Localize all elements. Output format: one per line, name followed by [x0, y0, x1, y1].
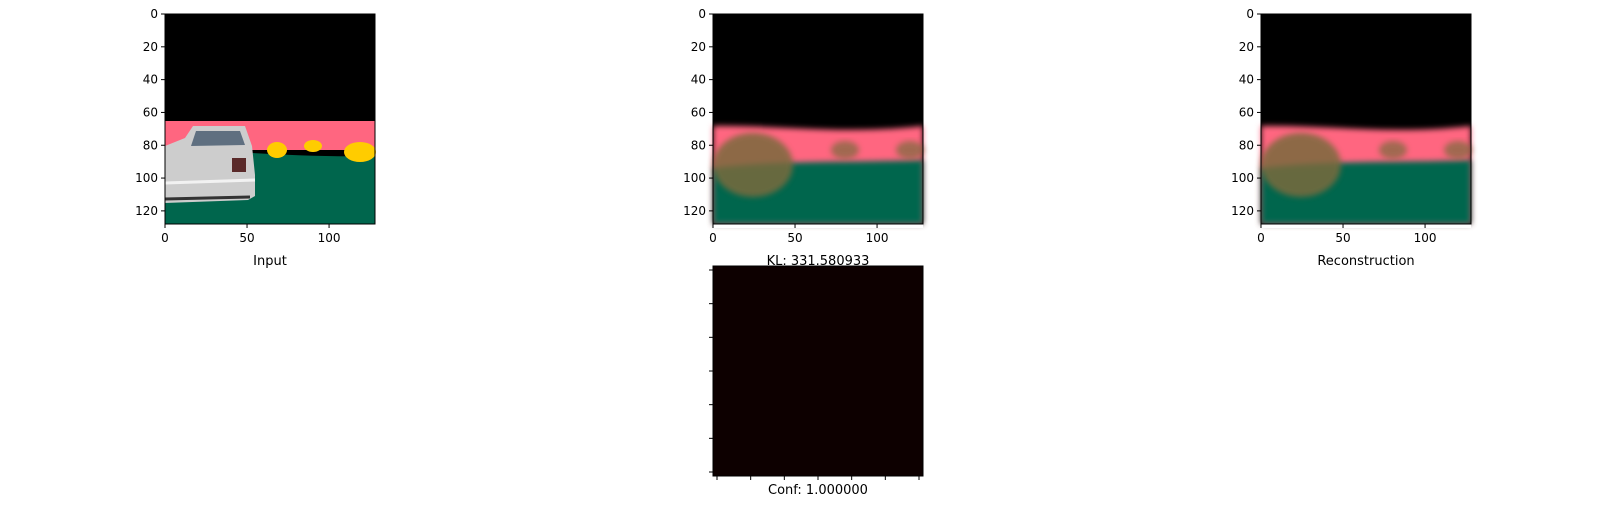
- x-tick-label: 50: [1335, 231, 1350, 245]
- y-tick-label: 60: [1239, 105, 1254, 119]
- y-tick-label: 120: [683, 204, 706, 218]
- y-tick-label: 40: [691, 73, 706, 87]
- input-axes: 0 50 100 0 20 40 60 80 100 120: [135, 7, 340, 245]
- latent-frame: [712, 13, 924, 225]
- input-car-highlight: [164, 178, 256, 185]
- y-tick-label: 120: [135, 204, 158, 218]
- recon-blob: [1261, 133, 1341, 197]
- x-tick-label: 0: [161, 231, 169, 245]
- latent-axes: 0 50 100 0 20 40 60 80 100 120: [683, 7, 888, 245]
- y-tick-label: 0: [150, 7, 158, 21]
- y-tick-label: 0: [698, 7, 706, 21]
- confidence-panel: Conf: 1.000000: [709, 265, 924, 498]
- y-tick-label: 20: [1239, 40, 1254, 54]
- latent-panel: 0 50 100 0 20 40 60 80 100 120: [683, 7, 924, 245]
- confidence-xlabel: Conf: 1.000000: [768, 483, 868, 498]
- input-car-shadow: [164, 195, 251, 201]
- y-tick-label: 60: [143, 105, 158, 119]
- input-cone: [344, 142, 376, 162]
- y-tick-label: 0: [1246, 7, 1254, 21]
- confidence-cell: [713, 266, 923, 476]
- x-tick-label: 0: [1257, 231, 1265, 245]
- y-tick-label: 120: [1231, 204, 1254, 218]
- reconstruction-panel: 0 50 100 0 20 40 60 80 100 120 Reconstruction: [1231, 7, 1472, 269]
- x-tick-label: 50: [787, 231, 802, 245]
- latent-mask: [713, 224, 923, 228]
- input-panel: 0 50 100 0 20 40 60 80 100 120 Input: [135, 7, 376, 269]
- recon-frame: [1260, 13, 1472, 225]
- x-tick-label: 100: [866, 231, 889, 245]
- input-car-taillight: [232, 158, 246, 172]
- y-tick-label: 40: [143, 73, 158, 87]
- y-tick-label: 20: [143, 40, 158, 54]
- y-tick-label: 80: [691, 138, 706, 152]
- input-xlabel: Input: [253, 254, 287, 269]
- y-tick-label: 60: [691, 105, 706, 119]
- y-tick-label: 100: [135, 171, 158, 185]
- recon-blob: [1444, 141, 1472, 159]
- recon-mask: [1261, 224, 1471, 228]
- confidence-axes: [709, 269, 920, 480]
- y-tick-label: 20: [691, 40, 706, 54]
- x-tick-label: 100: [1414, 231, 1437, 245]
- recon-blob: [1379, 141, 1407, 159]
- y-tick-label: 40: [1239, 73, 1254, 87]
- x-tick-label: 100: [318, 231, 341, 245]
- input-cone: [304, 140, 322, 152]
- input-frame: [164, 13, 376, 225]
- recon-xlabel: Reconstruction: [1317, 254, 1414, 269]
- y-tick-label: 100: [1231, 171, 1254, 185]
- input-cone: [267, 142, 287, 158]
- y-tick-label: 80: [143, 138, 158, 152]
- latent-blob: [713, 133, 793, 197]
- input-car-window: [191, 131, 245, 146]
- y-tick-label: 100: [683, 171, 706, 185]
- x-tick-label: 50: [239, 231, 254, 245]
- latent-blob: [896, 141, 924, 159]
- y-tick-label: 80: [1239, 138, 1254, 152]
- recon-axes: 0 50 100 0 20 40 60 80 100 120: [1231, 7, 1436, 245]
- latent-title: KL: 331.580933: [767, 254, 870, 269]
- latent-blob: [831, 141, 859, 159]
- x-tick-label: 0: [709, 231, 717, 245]
